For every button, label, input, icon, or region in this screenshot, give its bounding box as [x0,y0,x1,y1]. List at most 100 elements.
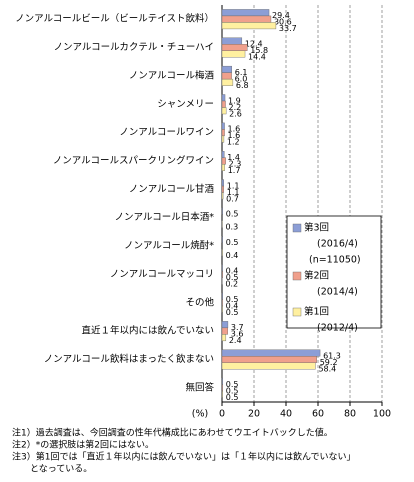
value-label: 2.6 [229,109,242,118]
value-label: 2.4 [229,336,242,345]
value-label: 2.3 [229,159,242,168]
value-label: 0.4 [226,266,239,275]
value-label: 0.5 [226,386,239,395]
value-label: 0.4 [226,301,239,310]
bar [221,44,248,51]
bar [221,78,234,86]
bar [221,362,316,370]
bar [221,164,225,171]
bar [221,151,225,158]
value-label: 1.6 [228,125,241,134]
legend-swatch [292,307,302,317]
value-label: 0.5 [226,238,239,247]
category-label: ノンアルコールカクテル・チューハイ [53,42,214,53]
bar [221,299,223,307]
bar [221,207,224,215]
bar [221,192,224,200]
legend-period: (2014/4) [317,287,358,298]
value-label: 58.4 [318,364,336,373]
bar [221,72,232,80]
value-label: 1.1 [227,181,240,190]
value-label: 0.5 [226,210,239,219]
value-label: 33.7 [279,24,297,33]
bar [221,270,224,278]
legend-swatch [292,223,302,233]
bar [221,135,225,143]
category-label: ノンアルコールワイン [119,127,214,138]
bar [221,321,229,329]
bar [221,327,228,335]
value-label: 29.4 [272,11,290,20]
bar [221,185,224,193]
bar [221,305,224,313]
value-label: 1.4 [227,153,240,162]
value-label: 0.5 [226,273,239,282]
legend-period: (2016/4) [317,239,358,250]
bar [221,384,224,392]
value-label: 6.0 [235,74,248,83]
bar [221,356,317,363]
note: となっている。 [12,464,92,475]
legend-period: (2012/4) [317,323,358,334]
category-label: ノンアルコール日本酒* [115,211,215,223]
category-label: 直近１年以内には飲んでいない [81,325,214,337]
legend-label: 第3回 [304,222,329,234]
bar [221,22,277,30]
bar [221,37,243,45]
category-label: シャンメリー [157,99,214,110]
category-label: ノンアルコール梅酒 [129,69,215,81]
note: 注2）*の選択肢は第2回にはない。 [12,439,154,451]
bar [221,236,224,243]
value-label: 6.8 [236,81,249,90]
value-label: 15.8 [250,46,268,55]
bar [221,377,224,385]
note: 注3）第1回では「直近１年以内には飲んでいない」は「１年以内には飲んでいない」 [12,451,356,463]
value-label: 12.4 [245,40,263,49]
bar [221,50,246,58]
category-label: ノンアルコール焼酎* [124,240,214,252]
value-label: 1.9 [228,96,241,105]
x-tick-label: 0 [219,409,225,420]
value-label: 0.5 [226,393,239,402]
bar [221,390,224,398]
bar [221,129,225,137]
value-label: 0.5 [226,308,239,317]
value-label: 0.7 [226,194,239,203]
bar [221,334,227,342]
value-label: 3.6 [231,330,244,339]
value-label: 30.6 [274,18,292,27]
category-label: 無回答 [185,381,214,393]
legend-box [286,215,382,329]
value-label: 1.2 [227,138,240,147]
bar [221,9,270,17]
value-label: 61.3 [323,351,341,360]
legend-label: 第1回 [304,306,329,318]
bar [221,292,224,300]
value-label: 1.7 [228,166,241,175]
x-tick-label: 40 [280,409,292,420]
x-tick-label: 20 [248,409,260,420]
x-tick-label: 60 [312,409,324,420]
category-label: ノンアルコールマッコリ [110,269,214,280]
bar [221,100,226,108]
x-tick-label: 100 [373,409,391,420]
x-tick-label: 80 [344,409,356,420]
bar [221,15,272,23]
legend-sample: (n=11050) [309,255,361,266]
value-label: 1.6 [228,131,241,140]
note: 注1）過去調査は、今回調査の性年代構成比にあわせてウエイトバックした値。 [12,427,333,439]
bar [221,65,232,73]
category-label: その他 [185,296,214,308]
value-label: 0.5 [226,380,239,389]
value-label: 1.1 [227,188,240,197]
value-label: 3.7 [231,323,244,332]
value-label: 2.2 [229,103,242,112]
x-unit: (%) [192,409,208,420]
value-label: 14.4 [248,53,266,62]
bar [221,107,227,115]
bar [221,179,224,187]
value-label: 6.1 [235,68,248,77]
value-label: 0.3 [225,223,238,232]
bar [221,264,223,272]
value-label: 0.5 [226,295,239,304]
